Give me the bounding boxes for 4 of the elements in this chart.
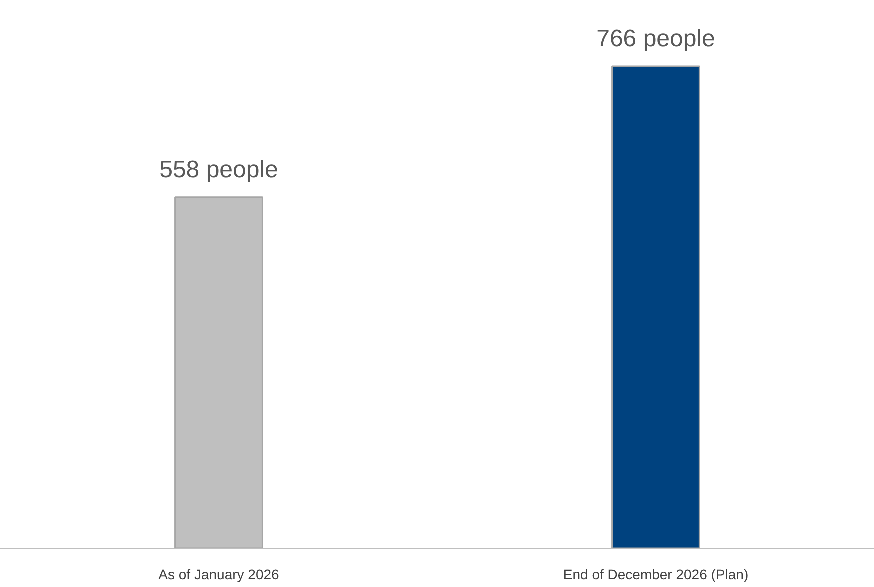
data-label: 558 people — [160, 156, 278, 184]
x-tick-label: As of January 2026 — [158, 566, 280, 582]
data-label: 766 people — [596, 26, 716, 53]
x-tick-label: End of December 2026 (Plan) — [563, 566, 749, 582]
